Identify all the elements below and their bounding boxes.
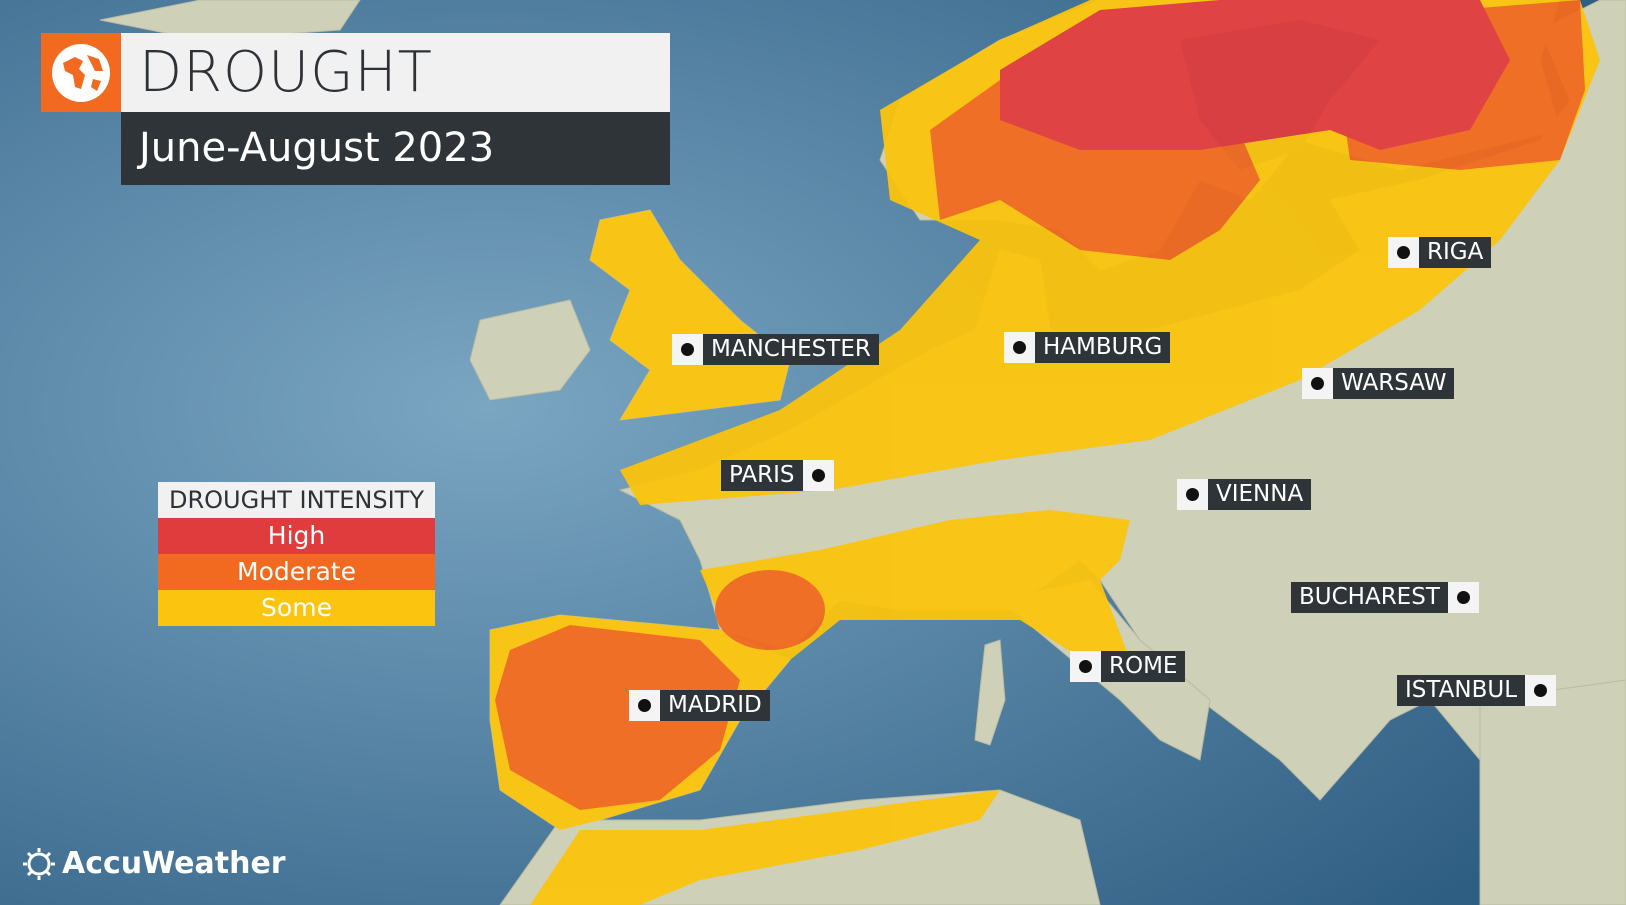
legend: DROUGHT INTENSITY High Moderate Some (158, 482, 435, 626)
city-label: HAMBURG (1035, 332, 1171, 363)
brand-name: AccuWeather (62, 846, 286, 881)
city-dot (1070, 651, 1101, 682)
drought-high (1000, 0, 1510, 150)
city-label: MANCHESTER (703, 334, 879, 365)
city-marker: HAMBURG (1004, 332, 1171, 363)
drought-some-uk (590, 210, 790, 420)
legend-title: DROUGHT INTENSITY (158, 482, 435, 518)
city-marker: ISTANBUL (1397, 675, 1557, 706)
city-marker: MANCHESTER (672, 334, 879, 365)
brand: AccuWeather (22, 846, 286, 881)
city-marker: BUCHAREST (1291, 582, 1479, 613)
city-label: BUCHAREST (1291, 582, 1448, 613)
city-marker: WARSAW (1302, 368, 1455, 399)
city-dot (802, 460, 834, 491)
city-dot (629, 690, 660, 721)
city-label: MADRID (660, 690, 770, 721)
brand-logo (23, 847, 55, 880)
city-dot (1302, 368, 1333, 399)
drought-moderate-iberia (495, 625, 740, 810)
city-marker: RIGA (1388, 237, 1492, 268)
legend-item: High (158, 518, 435, 554)
drought-moderate-france (715, 570, 825, 650)
city-dot (1525, 675, 1557, 706)
legend-item: Moderate (158, 554, 435, 590)
city-marker: VIENNA (1177, 479, 1312, 510)
city-dot (672, 334, 703, 365)
title: DROUGHT FORECAST (121, 33, 670, 184)
city-label: ISTANBUL (1397, 675, 1526, 706)
city-dot (1388, 237, 1419, 268)
drought-some-africa (530, 790, 1000, 905)
city-label: ROME (1101, 651, 1186, 682)
globe-icon (41, 33, 121, 112)
subtitle: June-August 2023 (121, 112, 670, 185)
city-marker: MADRID (629, 690, 770, 721)
city-label: PARIS (721, 460, 803, 491)
city-label: WARSAW (1333, 368, 1455, 399)
city-marker: ROME (1070, 651, 1186, 682)
globe (52, 43, 110, 102)
legend-item: Some (158, 590, 435, 626)
city-marker: PARIS (721, 460, 834, 491)
city-label: RIGA (1419, 237, 1492, 268)
city-label: VIENNA (1208, 479, 1312, 510)
city-dot (1004, 332, 1035, 363)
city-dot (1447, 582, 1479, 613)
city-dot (1177, 479, 1208, 510)
